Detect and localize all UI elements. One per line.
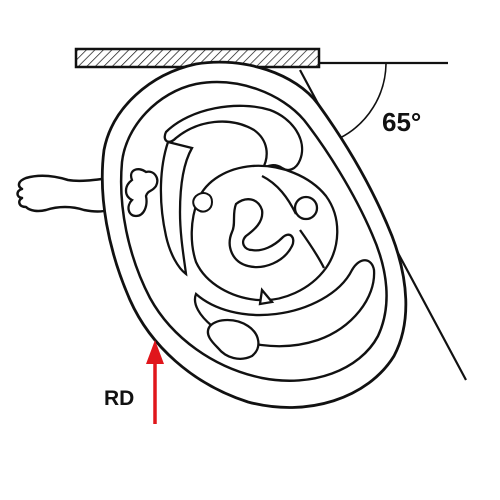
left-small-structure <box>124 168 159 218</box>
arm <box>16 174 112 213</box>
upper-crescent-structure <box>159 104 304 277</box>
inner-body-contour <box>119 80 388 382</box>
left-interior-detail <box>192 192 214 213</box>
angle-label: 65° <box>382 107 421 137</box>
lower-left-structure <box>206 287 275 360</box>
red-up-arrow <box>146 340 164 424</box>
arrow-label: RD <box>104 387 134 410</box>
central-ring-structure <box>190 164 339 302</box>
